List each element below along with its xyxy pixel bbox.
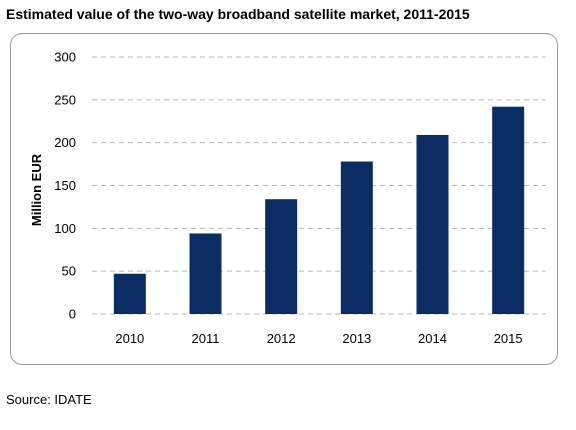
x-tick-label: 2010 (115, 331, 144, 346)
y-tick-label: 0 (69, 307, 76, 322)
source-note: Source: IDATE (6, 392, 92, 407)
bar-2010 (113, 273, 146, 314)
x-tick-label: 2014 (418, 331, 447, 346)
y-tick-labels: 0 50 100 150 200 250 300 (54, 50, 76, 322)
y-tick-label: 50 (62, 264, 76, 279)
bar-2011 (189, 233, 222, 314)
y-tick-label: 150 (54, 178, 76, 193)
bar-2015 (492, 106, 525, 314)
chart-title: Estimated value of the two-way broadband… (6, 6, 470, 22)
y-tick-label: 200 (54, 135, 76, 150)
x-tick-label: 2011 (192, 331, 220, 346)
y-tick-label: 250 (54, 92, 76, 107)
x-tick-labels: 2010 2011 2012 2013 2014 2015 (115, 331, 522, 346)
bar-2012 (265, 199, 298, 314)
x-tick-label: 2015 (494, 331, 523, 346)
bars (113, 106, 525, 314)
y-tick-label: 300 (54, 50, 76, 65)
y-axis-label: Million EUR (29, 153, 44, 226)
gridlines (92, 56, 546, 315)
y-tick-label: 100 (54, 221, 76, 236)
bar-2014 (416, 134, 449, 314)
bar-2013 (340, 161, 373, 314)
x-tick-label: 2012 (267, 331, 296, 346)
x-tick-label: 2013 (342, 331, 371, 346)
